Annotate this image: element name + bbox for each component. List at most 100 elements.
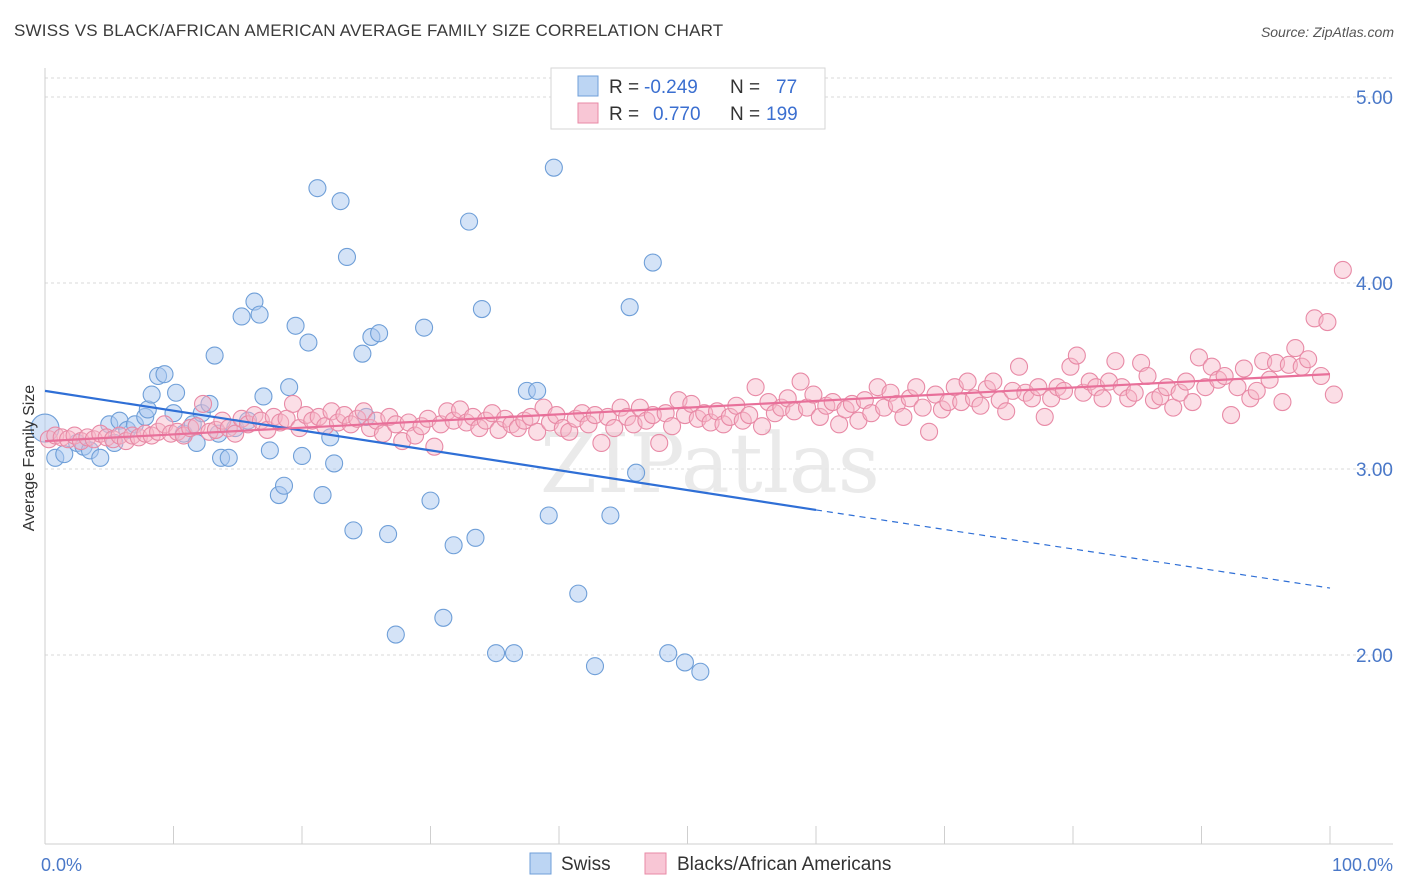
black-point [1286,339,1305,358]
x-tick-labels: 0.0% 100.0% [41,855,1393,875]
swiss-point [627,463,646,482]
black-point [791,372,810,391]
black-point [1061,357,1080,376]
black-point [406,426,425,445]
black-point [907,378,926,397]
black-point [470,419,489,438]
bottom-legend-swiss: Swiss [561,854,611,875]
trend-lines [44,373,1331,589]
legend-r-label-1: R = [609,77,639,98]
black-point [1009,357,1029,376]
y-tick-label: 4.00 [1356,274,1393,295]
swiss-point [620,298,639,317]
black-point [354,402,373,421]
black-point [348,409,367,428]
black-point [579,415,598,434]
grid-lines [45,77,1393,656]
swiss-point [472,299,491,319]
swiss-point [138,400,157,419]
legend-swatch-black [577,102,599,124]
swiss-point [643,253,662,272]
swiss-trend-extension [815,509,1331,589]
black-point [605,419,624,438]
black-point [1273,392,1292,412]
x-tick-label-start: 0.0% [41,855,82,875]
bottom-legend-swatch-swiss [529,852,552,875]
swiss-point [466,528,485,547]
black-point [226,424,245,443]
black-point [1067,346,1086,365]
swiss-trend-line [44,389,817,512]
swiss-point [331,192,350,211]
black-point [1125,383,1144,402]
legend-box: R = -0.249 N = 77 R = 0.770 N = 199 [550,67,826,130]
swiss-point [370,324,389,343]
black-point [894,407,913,426]
swiss-point [299,333,318,352]
black-point [528,422,547,441]
black-point [1183,392,1202,412]
black-point [508,419,527,438]
swiss-point [459,212,479,231]
black-point [194,394,213,413]
black-point [920,422,939,441]
swiss-point [379,525,398,544]
black-point [592,433,611,453]
swiss-point [444,536,463,555]
y-tick-label: 5.00 [1356,88,1393,109]
swiss-point [601,506,620,525]
swiss-point [691,662,710,681]
legend-r-value-2: 0.770 [653,104,701,125]
swiss-point [421,491,440,510]
swiss-point [434,608,453,627]
swiss-point [292,446,312,466]
bottom-legend: Swiss Blacks/African Americans [529,852,891,875]
black-point [984,372,1003,391]
swiss-point [274,476,294,495]
black-point [1054,381,1074,400]
swiss-point [539,506,558,525]
black-point [1260,370,1279,389]
swiss-point [260,441,279,460]
watermark-text: ZIPatlas [540,417,880,512]
black-point [830,415,849,434]
black-point [1222,406,1241,425]
y-tick-label: 2.00 [1356,646,1393,667]
black-point [476,411,495,430]
black-point [618,407,637,426]
black-point [810,407,829,426]
swiss-point [544,158,563,177]
black-point [900,389,919,408]
source-label: Source: ZipAtlas.com [1260,24,1394,40]
swiss-point [486,644,506,663]
bottom-legend-swatch-black [644,852,667,875]
swiss-point [415,318,434,337]
swiss-point [280,378,299,397]
black-point [965,389,984,408]
swiss-point [254,387,273,406]
black-point [1164,398,1183,417]
swiss-point [205,346,224,365]
swiss-point [585,657,605,676]
y-tick-labels: 2.00 3.00 4.00 5.00 [1356,88,1393,667]
swiss-point [219,448,238,467]
black-point [1138,366,1157,386]
black-point [1234,359,1253,378]
black-point [1318,313,1337,332]
swiss-point [91,448,110,467]
swiss-point [528,381,547,400]
black-point [932,400,951,419]
swiss-point [167,383,186,402]
black-point [746,378,765,397]
black-point [1029,378,1048,397]
x-ticks [44,826,1331,844]
black-point [1241,389,1260,408]
legend-n-label-2: N = [730,104,760,125]
swiss-point [504,644,524,663]
black-point [1299,350,1318,369]
black-point [380,407,399,426]
swiss-point [675,653,694,672]
legend-n-value-1: 77 [776,77,797,98]
swiss-point [386,625,405,644]
